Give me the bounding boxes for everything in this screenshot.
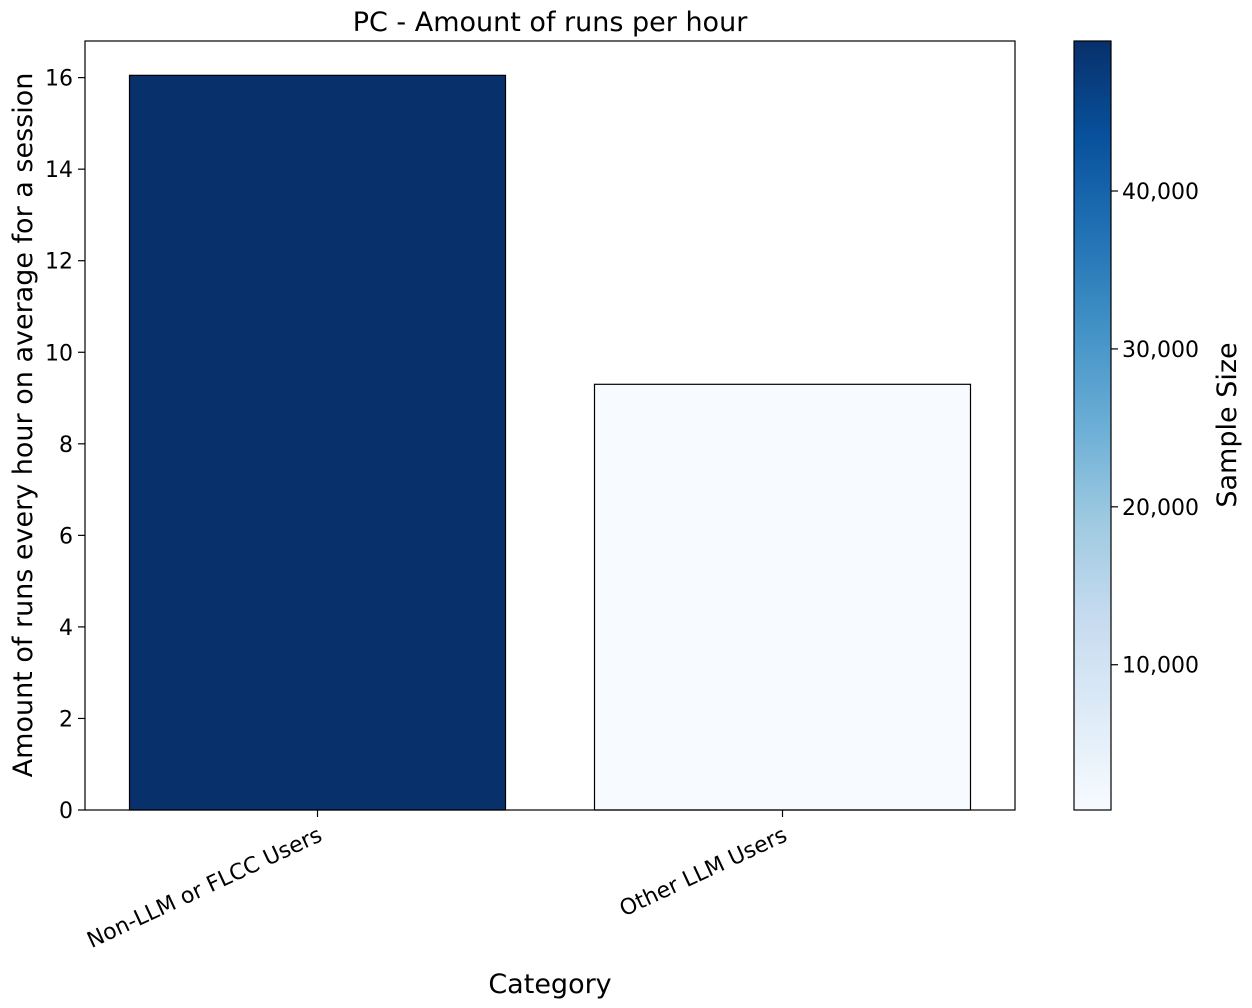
y-tick-label: 14 bbox=[45, 158, 73, 183]
x-tick-label: Other LLM Users bbox=[616, 823, 791, 922]
x-axis-label: Category bbox=[488, 969, 611, 1000]
colorbar-tick-label: 40,000 bbox=[1122, 180, 1199, 205]
y-tick-label: 6 bbox=[59, 524, 73, 549]
chart-title: PC - Amount of runs per hour bbox=[353, 7, 748, 38]
y-tick-label: 4 bbox=[59, 616, 73, 641]
colorbar-label: Sample Size bbox=[1212, 342, 1243, 507]
y-tick-label: 10 bbox=[45, 341, 73, 366]
colorbar-tick-label: 20,000 bbox=[1122, 496, 1199, 521]
bar-other-llm-users bbox=[593, 383, 972, 811]
plot-area-frame bbox=[84, 40, 1016, 811]
y-axis-ticks: 0 2 4 6 8 10 12 14 16 bbox=[45, 67, 85, 824]
x-axis-ticks: Non-LLM or FLCC Users Other LLM Users bbox=[83, 810, 791, 954]
y-tick-label: 2 bbox=[59, 707, 73, 732]
y-axis-label: Amount of runs every hour on average for… bbox=[8, 73, 39, 778]
bars-layer bbox=[128, 74, 972, 811]
x-tick-label: Non-LLM or FLCC Users bbox=[83, 823, 326, 954]
y-tick-label: 0 bbox=[59, 799, 73, 824]
bar-non-llm-or-flcc-users bbox=[128, 74, 507, 811]
y-tick-label: 12 bbox=[45, 250, 73, 275]
y-tick-label: 16 bbox=[45, 67, 73, 92]
colorbar-ticks: 10,000 20,000 30,000 40,000 bbox=[1111, 180, 1199, 679]
colorbar-tick-label: 10,000 bbox=[1122, 654, 1199, 679]
colorbar bbox=[1073, 40, 1112, 811]
colorbar-tick-label: 30,000 bbox=[1122, 338, 1199, 363]
y-tick-label: 8 bbox=[59, 433, 73, 458]
